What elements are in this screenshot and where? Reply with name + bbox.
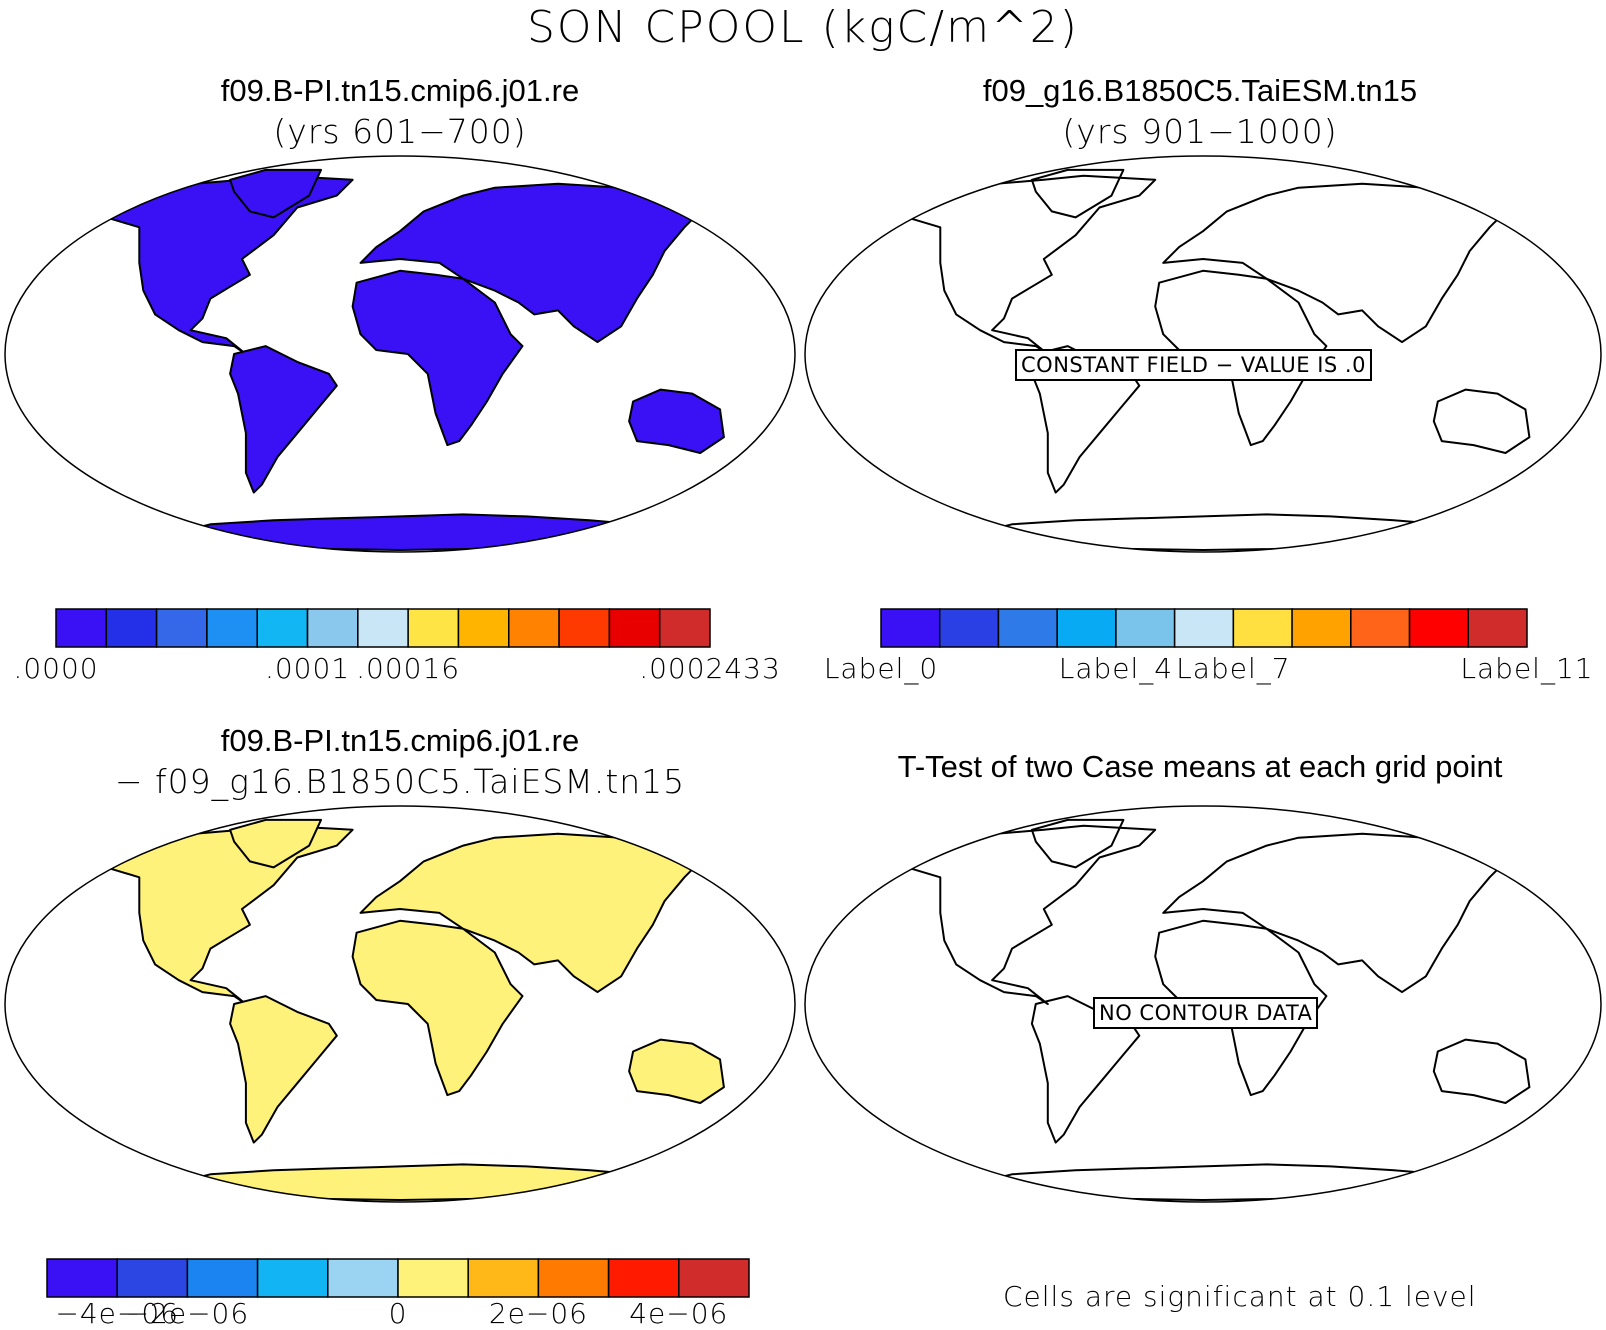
colorbar-swatch <box>357 608 409 648</box>
continent-north-america <box>94 824 354 1005</box>
panel-4-title: T-Test of two Case means at each grid po… <box>897 749 1503 784</box>
continent-greenland <box>229 818 322 869</box>
colorbar-1 <box>55 608 711 648</box>
colorbar-swatch <box>1232 608 1293 648</box>
colorbar-swatch <box>658 608 711 648</box>
continent-greenland <box>1030 168 1125 219</box>
colorbar-swatch <box>467 1258 540 1298</box>
colorbar-label: .0001 <box>264 652 351 685</box>
colorbar-label: .00016 <box>356 652 461 685</box>
colorbar-1-labels: .0000 .0001.00016 .0002433 <box>0 652 800 692</box>
colorbar-swatch <box>678 1258 750 1298</box>
panel-3-title: f09.B-PI.tn15.cmip6.j01.re <box>220 723 580 758</box>
colorbar-swatch <box>116 1258 189 1298</box>
colorbar-2-labels: Label_0 Label_4 Label_7 Label_11 <box>800 652 1606 692</box>
colorbar-swatch <box>938 608 1000 648</box>
colorbar-swatch <box>407 608 460 648</box>
colorbar-swatch <box>1173 608 1235 648</box>
colorbar-swatch <box>46 1258 118 1298</box>
map-border <box>4 155 796 553</box>
continent-antarctica <box>130 513 686 551</box>
no-contour-message: NO CONTOUR DATA <box>1093 997 1319 1029</box>
colorbar-2 <box>880 608 1528 648</box>
colorbar-label: Label_0 <box>823 652 939 685</box>
continent-south-america <box>229 995 338 1144</box>
colorbar-label: .0000 <box>13 652 99 685</box>
colorbar-swatch <box>155 608 208 648</box>
continent-north-america <box>895 174 1157 355</box>
colorbar-label: 0 <box>388 1297 408 1330</box>
colorbar-swatch <box>105 608 158 648</box>
colorbar-swatch <box>880 608 941 648</box>
continent-antarctica <box>931 513 1491 551</box>
colorbar-swatch <box>457 608 510 648</box>
continent-antarctica <box>931 1163 1491 1201</box>
colorbar-3-labels: −4e−06 −2e−06 0 2e−06 4e−06 <box>0 1297 800 1330</box>
continent-australia <box>628 388 725 454</box>
map-panel-3 <box>4 805 796 1203</box>
map-panel-1 <box>4 155 796 553</box>
colorbar-swatch <box>508 608 560 648</box>
panel-1-subtitle: (yrs 601−700) <box>273 112 527 151</box>
colorbar-swatch <box>1350 608 1411 648</box>
colorbar-label: −4e−06 <box>55 1297 179 1330</box>
continent-north-america <box>895 824 1157 1005</box>
colorbar-3 <box>46 1258 750 1298</box>
continent-africa <box>351 269 524 447</box>
map-border <box>804 155 1602 553</box>
continent-eurasia <box>359 832 706 994</box>
colorbar-swatch <box>256 1258 329 1298</box>
colorbar-swatch <box>327 1258 399 1298</box>
continent-australia <box>1432 388 1531 454</box>
colorbar-swatch <box>397 1258 469 1298</box>
continent-north-america <box>94 174 354 355</box>
panel-3-subtitle: − f09_g16.B1850C5.TaiESM.tn15 <box>114 762 686 801</box>
colorbar-swatch <box>558 608 611 648</box>
colorbar-label: Label_7 <box>1176 652 1291 685</box>
colorbar-swatch <box>186 1258 259 1298</box>
continent-greenland <box>229 168 322 219</box>
continent-africa <box>351 919 524 1097</box>
panel-2-subtitle: (yrs 901−1000) <box>1062 112 1338 151</box>
colorbar-label: Label_4 <box>1058 652 1174 685</box>
colorbar-swatch <box>1115 608 1176 648</box>
colorbar-swatch <box>55 608 108 648</box>
colorbar-label: Label_11 <box>1460 652 1594 685</box>
map-panel-2 <box>804 155 1602 553</box>
colorbar-swatch <box>306 608 359 648</box>
continent-south-america <box>229 345 338 494</box>
continent-eurasia <box>1162 832 1511 994</box>
continent-australia <box>628 1038 725 1104</box>
colorbar-swatch <box>608 608 661 648</box>
colorbar-label: −2e−06 <box>125 1297 250 1330</box>
map-border <box>4 805 796 1203</box>
panel-1-title: f09.B-PI.tn15.cmip6.j01.re <box>220 73 580 108</box>
colorbar-swatch <box>1467 608 1528 648</box>
colorbar-swatch <box>537 1258 610 1298</box>
panel-2-title: f09_g16.B1850C5.TaiESM.tn15 <box>982 73 1418 108</box>
figure-title: SON CPOOL (kgC/m^2) <box>527 2 1079 53</box>
continent-greenland <box>1030 818 1125 869</box>
colorbar-swatch <box>997 608 1058 648</box>
colorbar-swatch <box>1408 608 1470 648</box>
colorbar-label: 2e−06 <box>488 1297 588 1330</box>
continent-eurasia <box>1162 182 1511 344</box>
colorbar-swatch <box>1291 608 1352 648</box>
colorbar-swatch <box>1056 608 1117 648</box>
colorbar-swatch <box>607 1258 680 1298</box>
continent-eurasia <box>359 182 706 344</box>
colorbar-swatch <box>256 608 309 648</box>
continent-australia <box>1432 1038 1531 1104</box>
significance-footnote: Cells are significant at 0.1 level <box>1003 1280 1477 1313</box>
colorbar-label: 4e−06 <box>629 1297 729 1330</box>
colorbar-swatch <box>206 608 258 648</box>
continent-antarctica <box>130 1163 686 1201</box>
constant-field-message: CONSTANT FIELD − VALUE IS .0 <box>1015 349 1372 381</box>
colorbar-label: .0002433 <box>639 652 781 685</box>
map-border <box>804 805 1602 1203</box>
